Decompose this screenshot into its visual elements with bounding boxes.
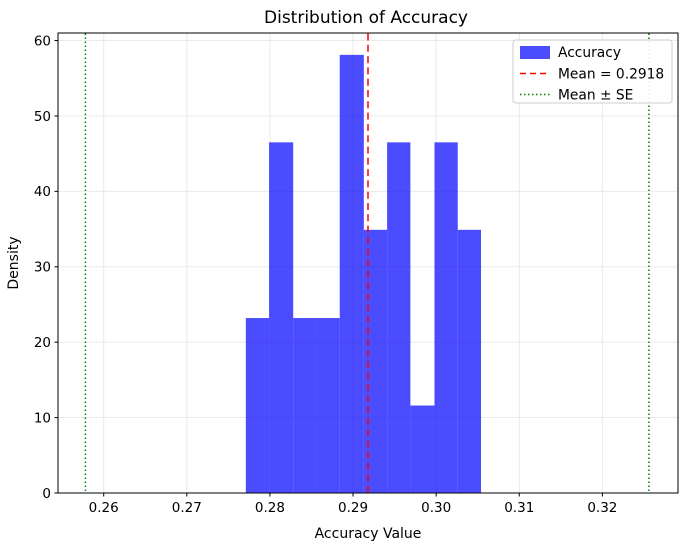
x-tick-label: 0.30 <box>421 500 451 516</box>
plot-border <box>57 32 679 494</box>
histogram-bar <box>339 54 364 494</box>
x-tick-label: 0.31 <box>504 500 534 516</box>
legend: Accuracy Mean = 0.2918 Mean ± SE <box>512 39 673 104</box>
y-tick-label: 0 <box>42 486 51 502</box>
histogram-bars <box>245 54 482 494</box>
x-tick-label: 0.29 <box>338 500 368 516</box>
histogram-bar <box>363 229 388 493</box>
y-axis-label: Density <box>6 236 22 289</box>
histogram-bar <box>387 142 411 493</box>
x-tick-label: 0.28 <box>255 500 285 516</box>
histogram-bar <box>457 229 482 493</box>
y-tick-label: 10 <box>34 410 51 426</box>
histogram-bar <box>434 142 458 493</box>
histogram-bar <box>245 318 270 493</box>
y-tick-label: 50 <box>34 109 51 125</box>
x-tick-label: 0.26 <box>89 500 119 516</box>
x-tick-label: 0.27 <box>172 500 202 516</box>
histogram-bar <box>410 405 435 493</box>
y-tick-label: 30 <box>34 260 51 276</box>
histogram-bar <box>269 142 294 493</box>
chart-title: Distribution of Accuracy <box>264 8 468 28</box>
legend-frame <box>512 39 673 104</box>
legend-se-label: Mean ± SE <box>558 88 633 104</box>
y-tick-label: 60 <box>34 33 51 49</box>
legend-accuracy-label: Accuracy <box>558 45 621 61</box>
histogram-bar <box>316 318 340 493</box>
axis-ticks-and-labels: 0.26 0.27 0.28 0.29 0.30 0.31 0.32 0 10 20 30 40 50 6… <box>34 33 618 516</box>
x-axis-label: Accuracy Value <box>315 526 422 542</box>
legend-mean-label: Mean = 0.2918 <box>558 67 664 83</box>
histogram-bar <box>293 318 317 493</box>
y-tick-label: 40 <box>34 184 51 200</box>
y-tick-label: 20 <box>34 335 51 351</box>
mean-and-se-lines <box>84 33 650 493</box>
x-tick-label: 0.32 <box>587 500 617 516</box>
legend-accuracy-patch-icon <box>520 46 550 59</box>
